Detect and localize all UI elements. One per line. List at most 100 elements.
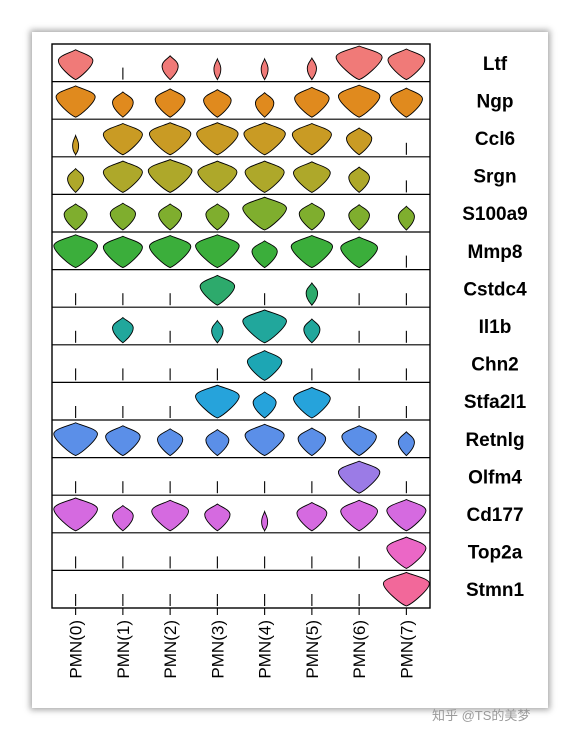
violin-mark xyxy=(389,87,423,118)
violin-mark xyxy=(243,122,286,156)
x-tick-label: PMN(5) xyxy=(303,620,322,679)
violin-mark xyxy=(291,122,332,156)
violin-mark xyxy=(340,236,378,269)
gene-label: Chn2 xyxy=(471,355,519,376)
gene-label: Stfa2l1 xyxy=(464,392,527,413)
violin-mark xyxy=(244,423,285,457)
violin-mark xyxy=(298,202,325,231)
gene-label: Retnlg xyxy=(465,430,524,451)
violin-mark xyxy=(109,202,136,231)
figure-frame: Ltf Ngp Ccl6 Srgn S100a9 Mmp8 Cstdc4 Il1b Chn2 St… xyxy=(32,32,548,708)
violin-mark xyxy=(197,160,238,193)
violin-mark xyxy=(246,350,283,381)
violin-mark xyxy=(337,84,381,118)
violin-mark xyxy=(261,510,269,533)
violin-mark xyxy=(306,57,317,81)
violin-mark xyxy=(348,204,370,231)
violin-mark xyxy=(112,504,134,532)
violin-mark xyxy=(147,159,193,193)
violin-mark xyxy=(211,319,224,344)
violin-mark xyxy=(244,160,285,193)
gene-label: Cd177 xyxy=(466,505,523,526)
violin-mark xyxy=(151,499,189,532)
violin-mark xyxy=(57,49,94,81)
violin-mark xyxy=(290,235,334,269)
violin-mark xyxy=(303,318,321,344)
violin-mark xyxy=(161,55,179,81)
violin-mark xyxy=(102,122,143,156)
violin-mark xyxy=(154,88,186,118)
violin-mark xyxy=(293,386,331,419)
violin-mark xyxy=(53,422,98,457)
violin-mark xyxy=(296,501,328,532)
violin-mark xyxy=(254,92,275,118)
violin-mark xyxy=(157,428,184,457)
violin-mark xyxy=(346,127,373,156)
x-tick-label: PMN(2) xyxy=(161,620,180,679)
violin-mark xyxy=(335,45,383,81)
violin-mark xyxy=(242,309,287,344)
violin-mark xyxy=(397,205,415,231)
violin-mark xyxy=(294,86,330,118)
violin-mark xyxy=(158,203,183,231)
violin-mark xyxy=(112,316,134,344)
gene-label: Il1b xyxy=(479,317,512,338)
violin-mark xyxy=(67,167,85,194)
violin-mark xyxy=(102,160,143,193)
violin-mark xyxy=(195,384,240,419)
x-tick-label: PMN(1) xyxy=(114,620,133,679)
violin-mark xyxy=(213,57,222,81)
x-tick-label: PMN(3) xyxy=(208,620,227,679)
violin-mark xyxy=(348,166,370,193)
violin-mark xyxy=(203,89,232,118)
violin-mark xyxy=(337,460,381,494)
violin-mark xyxy=(204,503,231,532)
x-tick-label: PMN(7) xyxy=(397,620,416,679)
gene-label: Cstdc4 xyxy=(463,279,527,300)
violin-mark xyxy=(242,196,287,231)
gene-label: Stmn1 xyxy=(466,580,525,601)
violin-mark xyxy=(112,91,134,118)
violin-mark xyxy=(305,282,319,306)
violin-mark xyxy=(252,391,277,419)
violin-mark xyxy=(205,428,230,457)
violin-mark xyxy=(293,161,331,193)
violin-mark xyxy=(386,536,427,569)
gene-label: Ccl6 xyxy=(475,129,515,150)
gene-label: Mmp8 xyxy=(468,242,523,263)
violin-mark xyxy=(148,235,192,269)
violin-mark xyxy=(386,498,427,532)
watermark: 知乎 @TS的美梦 xyxy=(432,708,531,723)
violin-mark xyxy=(196,122,239,156)
violin-mark xyxy=(199,274,236,306)
gene-label: Olfm4 xyxy=(468,467,522,488)
violin-mark xyxy=(105,425,141,457)
violin-mark xyxy=(53,234,98,269)
x-tick-label: PMN(0) xyxy=(67,620,86,679)
violin-mark xyxy=(205,203,230,231)
violin-mark xyxy=(195,234,240,269)
violin-mark xyxy=(102,235,143,269)
gene-label: Top2a xyxy=(468,543,523,564)
violin-mark xyxy=(340,499,378,532)
violin-mark xyxy=(251,240,278,269)
violin-mark xyxy=(297,427,327,457)
gene-label: Ltf xyxy=(483,54,508,75)
plot-border xyxy=(51,43,431,609)
violin-mark xyxy=(55,85,96,118)
gene-label: Srgn xyxy=(473,167,516,188)
x-tick-label: PMN(6) xyxy=(350,620,369,679)
violin-mark xyxy=(260,57,269,81)
stacked-violin-plot: Ltf Ngp Ccl6 Srgn S100a9 Mmp8 Cstdc4 Il1b Chn2 St… xyxy=(51,43,528,679)
violin-mark xyxy=(53,497,98,532)
violin-mark xyxy=(148,122,192,156)
violin-mark xyxy=(397,431,415,457)
gene-label: S100a9 xyxy=(462,204,528,225)
gene-label: Ngp xyxy=(477,91,514,112)
violin-mark xyxy=(387,48,426,81)
violin-mark xyxy=(72,134,80,157)
violin-mark xyxy=(382,571,430,607)
violin-mark xyxy=(63,203,88,231)
violin-mark xyxy=(341,425,377,457)
x-tick-label: PMN(4) xyxy=(256,620,275,679)
